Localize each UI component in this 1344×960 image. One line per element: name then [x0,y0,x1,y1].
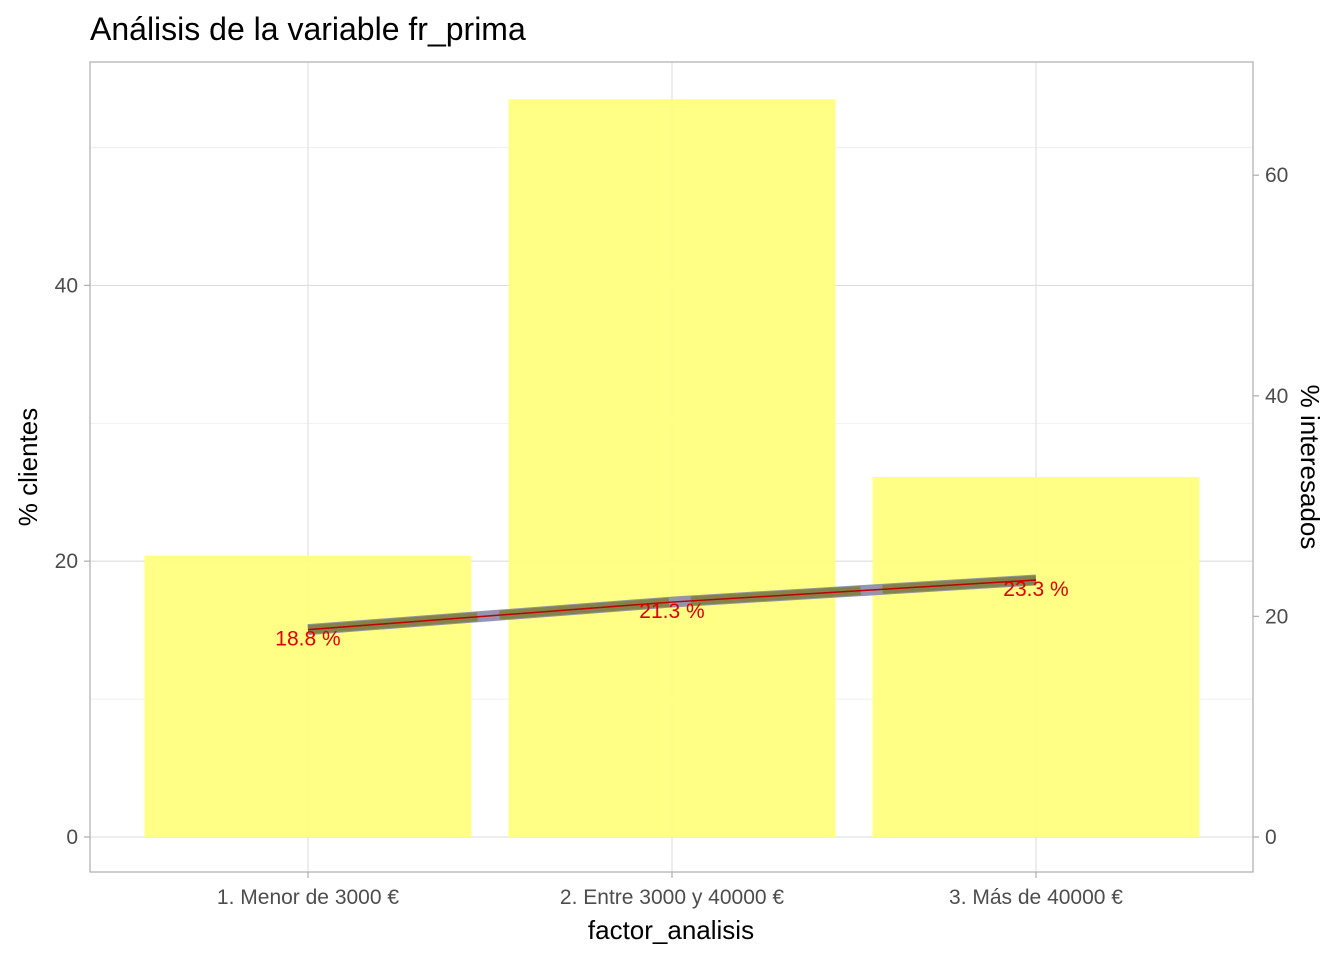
chart-title: Análisis de la variable fr_prima [90,11,526,47]
y2-tick-label: 60 [1265,164,1288,187]
y-axis-title: % clientes [13,408,43,527]
x-tick-label: 1. Menor de 3000 € [217,886,399,909]
y2-tick-label: 40 [1265,385,1288,408]
bar-3 [872,477,1200,837]
bars [144,99,1200,838]
bar-2 [508,99,836,838]
x-axis-title: factor_analisis [588,915,754,945]
x-tick-label: 2. Entre 3000 y 40000 € [560,886,784,909]
data-label-1: 18.8 % [275,628,340,651]
interest-line [307,574,1037,636]
y2-axis-title: % interesados [1295,385,1325,550]
y2-tick-label: 20 [1265,605,1288,628]
y2-tick-label: 0 [1265,826,1277,849]
y-tick-label: 20 [55,550,78,573]
data-label-2: 21.3 % [639,600,704,623]
line-core [307,579,1037,631]
data-labels: 18.8 % 21.3 % 23.3 % [275,578,1068,651]
axes: 0 20 40 0 20 40 60 1. Menor de 3000 € 2. Entre 3… [55,164,1289,909]
y-tick-label: 40 [55,274,78,297]
x-tick-label: 3. Más de 40000 € [949,886,1123,909]
bar-1 [144,555,472,837]
data-label-3: 23.3 % [1003,578,1068,601]
y-tick-label: 0 [66,826,78,849]
